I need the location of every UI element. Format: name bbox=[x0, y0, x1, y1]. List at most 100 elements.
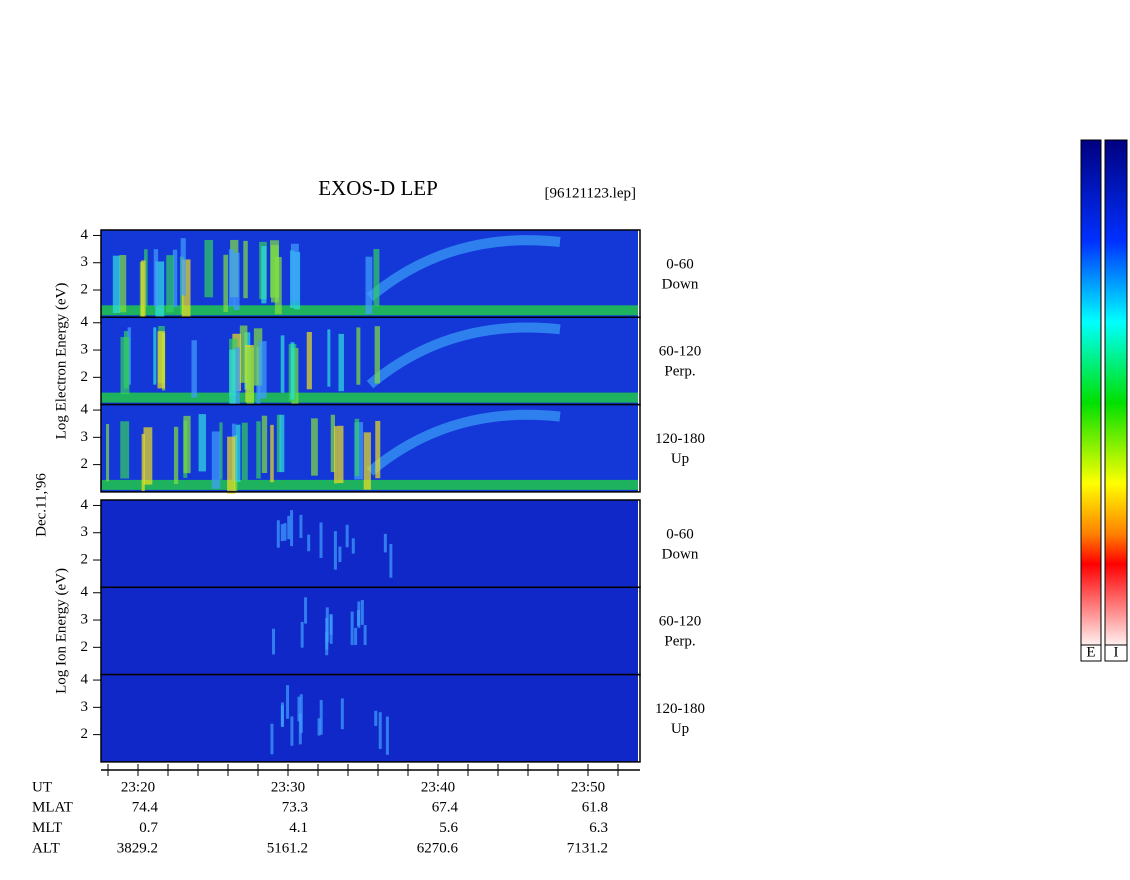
y-tick-label: 3 bbox=[81, 524, 89, 540]
y-tick-label: 4 bbox=[81, 497, 89, 513]
spectrogram-streak bbox=[330, 414, 335, 473]
ephemeris-value: 73.3 bbox=[282, 800, 308, 816]
spectrogram bbox=[101, 500, 638, 588]
ephemeris-value: 7131.2 bbox=[567, 840, 608, 856]
spectrogram-streak bbox=[337, 425, 344, 484]
spectrogram-streak bbox=[253, 328, 263, 386]
ephemeris-name: MLAT bbox=[32, 800, 73, 816]
spectrogram-streak bbox=[112, 255, 121, 313]
spectrogram-streak bbox=[283, 523, 287, 541]
spectrogram-streak bbox=[329, 615, 333, 644]
spectrogram-band bbox=[101, 392, 638, 403]
panel-range: 120-180 bbox=[655, 701, 705, 717]
spectrogram-streak bbox=[354, 418, 360, 477]
spectrogram-streak bbox=[340, 698, 344, 730]
date-label: Dec.11,'96 bbox=[33, 473, 49, 537]
ephemeris-value: 5.6 bbox=[439, 820, 458, 836]
spectrogram-streak bbox=[280, 524, 284, 542]
spectrogram-streak bbox=[325, 607, 329, 642]
spectrogram-streak bbox=[144, 249, 148, 307]
colorbar-box bbox=[1080, 644, 1102, 662]
spectrogram-streak bbox=[241, 422, 248, 480]
spectrogram-streak bbox=[290, 342, 295, 400]
spectrogram-streak bbox=[276, 414, 281, 473]
ephemeris-value: 0.7 bbox=[139, 820, 158, 836]
spectrogram-streak bbox=[153, 249, 159, 307]
ephemeris-value: 67.4 bbox=[432, 800, 459, 816]
spectrogram-streak bbox=[233, 435, 238, 493]
spectrogram-streak bbox=[181, 259, 191, 317]
spectrogram-streak bbox=[183, 415, 191, 474]
spectrogram-streak bbox=[299, 514, 303, 539]
ephemeris-value: 4.1 bbox=[289, 820, 308, 836]
spectrogram-streak bbox=[319, 522, 323, 558]
spectrogram-streak bbox=[354, 627, 358, 646]
spectrogram-streak bbox=[227, 436, 236, 494]
spectrogram-streak bbox=[256, 421, 261, 479]
spectrogram-streak bbox=[327, 329, 331, 387]
panel-direction: Down bbox=[662, 276, 699, 292]
panel-range: 0-60 bbox=[666, 526, 694, 542]
spectrogram-streak bbox=[338, 333, 344, 392]
spectrogram-streak bbox=[338, 546, 342, 563]
spectrogram-streak bbox=[333, 531, 337, 570]
spectrogram-streak bbox=[373, 248, 380, 307]
file-name: [96121123.lep] bbox=[544, 185, 636, 201]
spectrogram-streak bbox=[297, 696, 301, 722]
spectrogram-streak bbox=[374, 710, 378, 726]
y-tick-label: 2 bbox=[81, 281, 89, 297]
spectrogram-streak bbox=[243, 240, 248, 299]
y-tick-label: 3 bbox=[81, 699, 89, 715]
spectrogram-streak bbox=[360, 599, 364, 625]
spectrogram-streak bbox=[157, 331, 165, 389]
spectrogram-streak bbox=[363, 625, 367, 646]
spectrogram-streak bbox=[311, 418, 318, 476]
ephemeris-value: 23:20 bbox=[121, 779, 155, 795]
spectrogram-streak bbox=[334, 426, 338, 484]
spectrogram-streak bbox=[290, 716, 294, 746]
title: EXOS-D LEP bbox=[318, 176, 438, 200]
spectrogram-streak bbox=[280, 705, 284, 727]
y-tick-label: 2 bbox=[81, 551, 89, 567]
spectrogram-streak bbox=[356, 327, 361, 385]
spectrogram-streak bbox=[119, 255, 127, 313]
ephemeris-value: 6270.6 bbox=[417, 840, 459, 856]
spectrogram-streak bbox=[234, 347, 240, 405]
spectrogram-streak bbox=[276, 520, 280, 548]
panel-direction: Perp. bbox=[664, 634, 695, 650]
spectrogram-streak bbox=[120, 336, 130, 395]
panel-range: 120-180 bbox=[655, 431, 705, 447]
spectrogram-streak bbox=[345, 524, 349, 548]
ephemeris-value: 6.3 bbox=[589, 820, 608, 836]
spectrogram-streak bbox=[356, 610, 360, 626]
spectrogram-streak bbox=[279, 414, 285, 473]
ephemeris-name: MLT bbox=[32, 820, 62, 836]
ephemeris-name: ALT bbox=[32, 840, 60, 856]
y-tick-label: 4 bbox=[81, 401, 89, 417]
spectrogram-streak bbox=[317, 718, 321, 736]
spectrogram-streak bbox=[270, 723, 274, 755]
spectrogram-streak bbox=[374, 326, 380, 384]
panel-frame bbox=[100, 673, 641, 763]
spectrogram-streak bbox=[228, 249, 235, 307]
y-tick-label: 4 bbox=[81, 584, 89, 600]
spectrogram-streak bbox=[290, 243, 299, 302]
spectrogram-streak bbox=[385, 716, 389, 755]
spectrogram-streak bbox=[286, 685, 290, 719]
spectrogram bbox=[101, 674, 638, 762]
ephemeris-name: UT bbox=[32, 779, 52, 795]
panel-direction: Perp. bbox=[664, 364, 695, 380]
y-tick-label: 3 bbox=[81, 611, 89, 627]
spectrogram-streak bbox=[350, 611, 354, 646]
spectrogram-streak bbox=[166, 255, 174, 313]
ephemeris-value: 23:40 bbox=[421, 779, 455, 795]
spectrogram-streak bbox=[141, 260, 146, 318]
spectrogram-streak bbox=[261, 415, 268, 473]
panel-direction: Up bbox=[671, 721, 689, 737]
spectrogram-streak bbox=[172, 249, 178, 308]
spectrogram-streak bbox=[258, 341, 267, 399]
spectrogram-streak bbox=[306, 331, 312, 390]
spectrogram-streak bbox=[280, 335, 285, 393]
